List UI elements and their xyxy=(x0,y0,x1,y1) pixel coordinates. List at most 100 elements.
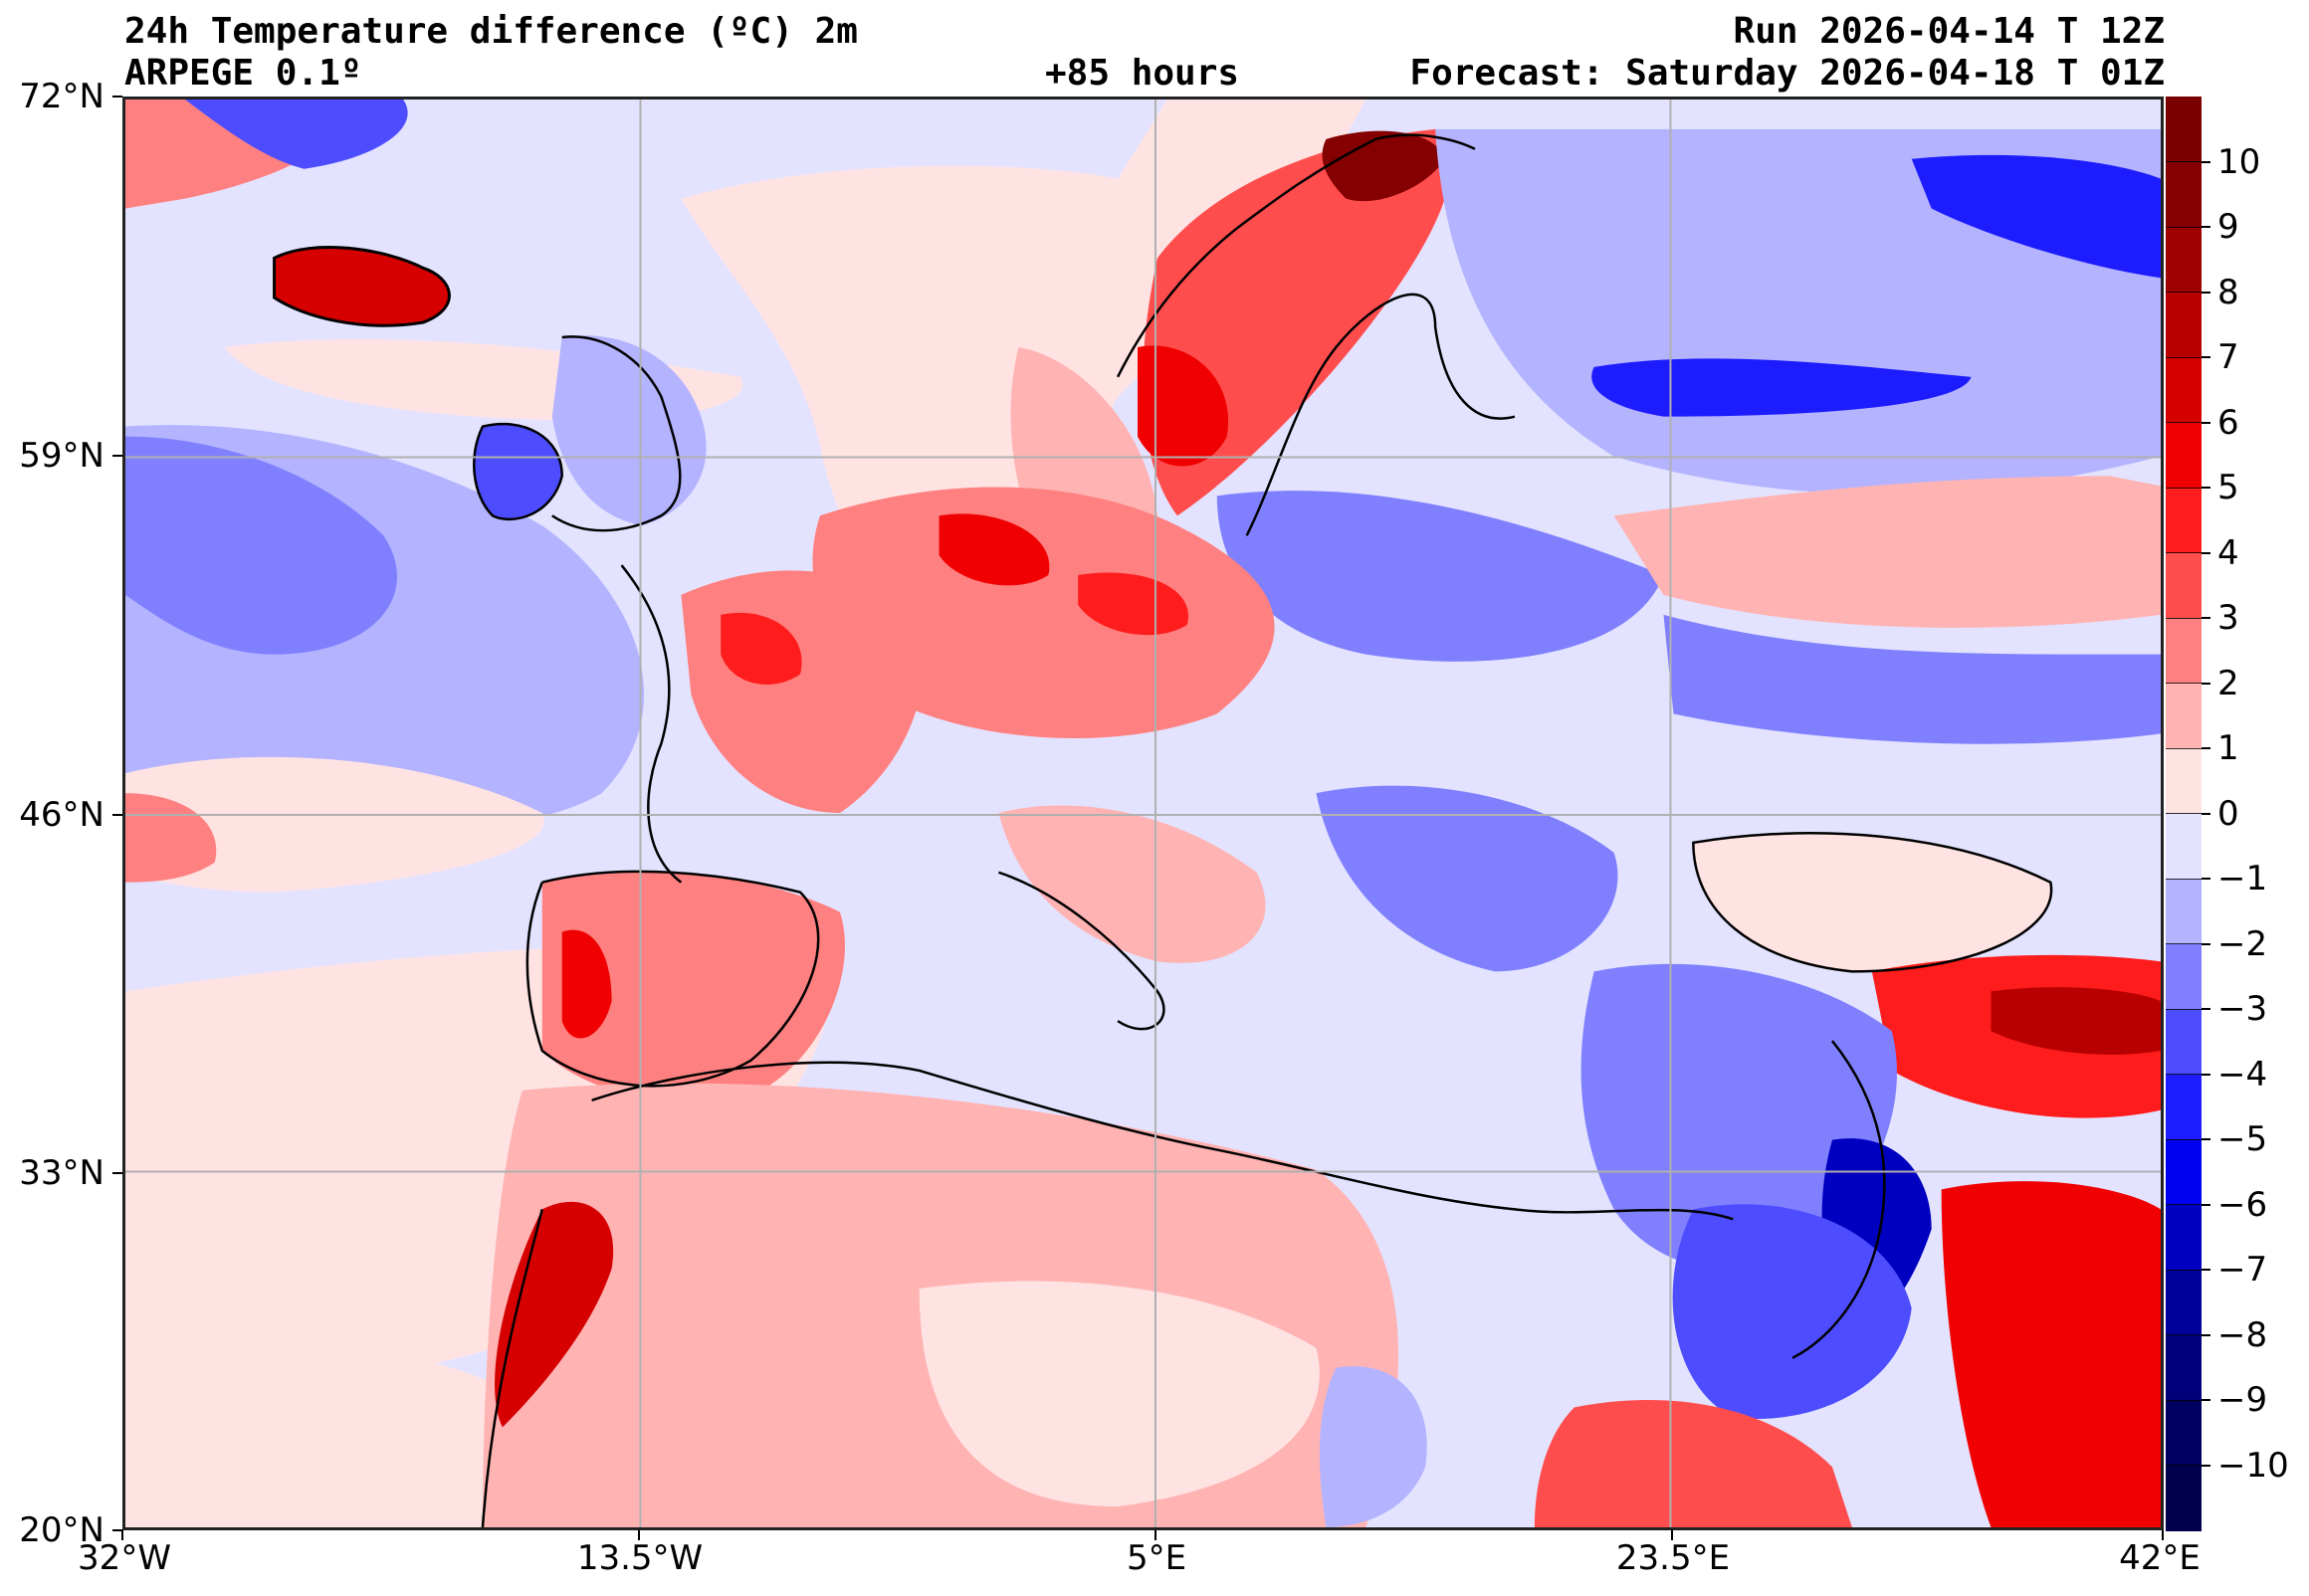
colorbar-segment xyxy=(2166,683,2202,749)
colorbar-tick xyxy=(2202,421,2210,424)
colorbar-tick-label: 7 xyxy=(2217,337,2239,377)
lon-label: 5°E xyxy=(1126,1538,1187,1578)
colorbar-level-line xyxy=(2166,161,2202,162)
colorbar xyxy=(2166,97,2202,1531)
field-region-black-sea xyxy=(1693,833,2052,972)
colorbar-level-line xyxy=(2166,683,2202,684)
coastline-black-sea xyxy=(1692,832,2053,973)
colorbar-tick-label: −3 xyxy=(2217,989,2268,1029)
colorbar-tick-label: −8 xyxy=(2217,1314,2268,1355)
colorbar-segment xyxy=(2166,813,2202,880)
colorbar-tick-label: 1 xyxy=(2217,728,2239,768)
coastline-ireland xyxy=(473,422,563,520)
field-region-gulf-finland-cold xyxy=(1591,358,1972,417)
field-region-iceland-warm xyxy=(273,245,451,327)
field-region-uk-cold xyxy=(551,335,707,526)
colorbar-tick-label: 0 xyxy=(2217,793,2239,834)
colorbar-tick-label: 8 xyxy=(2217,272,2239,312)
colorbar-segment xyxy=(2166,161,2202,228)
colorbar-tick xyxy=(2202,942,2210,945)
field-region-egypt-cold xyxy=(1672,1204,1912,1419)
colorbar-level-line xyxy=(2166,292,2202,293)
colorbar-level-line xyxy=(2166,422,2202,423)
field-region-italy-warm xyxy=(998,805,1266,963)
chart-title: 24h Temperature difference (ºC) 2m xyxy=(124,11,858,52)
coastline-italy xyxy=(998,871,1165,1031)
lon-label: 42°E xyxy=(2119,1538,2201,1578)
coastline-britain xyxy=(551,335,682,532)
colorbar-tick xyxy=(2202,1203,2210,1206)
field-region-sahara-light xyxy=(919,1281,1320,1507)
field-region-poland-cold xyxy=(1216,491,1664,662)
lead-time: +85 hours xyxy=(1045,53,1240,94)
colorbar-tick-label: 3 xyxy=(2217,598,2239,638)
field-region-libya-cold xyxy=(1319,1366,1427,1527)
colorbar-segment xyxy=(2166,1139,2202,1205)
field-region-balkans-cold xyxy=(1316,785,1618,972)
colorbar-tick xyxy=(2202,747,2210,749)
colorbar-tick xyxy=(2202,1399,2210,1401)
colorbar-segment xyxy=(2166,618,2202,684)
field-region-ukraine-cold xyxy=(1663,614,2161,744)
field-region-ukraine-warm xyxy=(1613,476,2161,628)
coastline-sweden-finland xyxy=(1245,293,1516,536)
lon-tick xyxy=(2162,1530,2164,1540)
colorbar-segment xyxy=(2166,1270,2202,1335)
field-region-anatolia-very-hot xyxy=(1991,987,2161,1055)
lon-label: 32°W xyxy=(78,1538,171,1578)
colorbar-tick-label: 9 xyxy=(2217,207,2239,247)
colorbar-tick xyxy=(2202,1269,2210,1271)
colorbar-tick xyxy=(2202,878,2210,880)
colorbar-level-line xyxy=(2166,813,2202,814)
coastline-levant xyxy=(1791,1040,1886,1359)
field-region-lapland-hot xyxy=(1322,130,1446,202)
forecast-time: Forecast: Saturday 2026-04-18 T 01Z xyxy=(1409,53,2165,94)
colorbar-segment xyxy=(2166,488,2202,553)
lat-tick xyxy=(112,455,122,457)
field-region-moroccan-coast-hot xyxy=(495,1201,614,1428)
lat-label: 72°N xyxy=(19,77,105,116)
lon-tick xyxy=(121,1530,123,1540)
colorbar-tick xyxy=(2202,1464,2210,1467)
colorbar-segment xyxy=(2166,292,2202,358)
lat-tick xyxy=(112,814,122,816)
colorbar-tick-label: 10 xyxy=(2217,141,2261,182)
field-region-arabia-hot xyxy=(1941,1181,2161,1527)
colorbar-tick-label: 2 xyxy=(2217,663,2239,703)
colorbar-level-line xyxy=(2166,878,2202,880)
colorbar-level-line xyxy=(2166,1399,2202,1401)
colorbar-level-line xyxy=(2166,747,2202,749)
field-region-west-atlantic-warm xyxy=(125,756,544,893)
colorbar-segment xyxy=(2166,748,2202,814)
colorbar-level-line xyxy=(2166,1008,2202,1010)
colorbar-segment xyxy=(2166,879,2202,944)
field-region-norway-hot xyxy=(1138,345,1229,467)
field-region-west-med xyxy=(859,893,1161,1061)
run-time: Run 2026-04-14 T 12Z xyxy=(1733,11,2165,52)
colorbar-tick-label: −5 xyxy=(2217,1119,2268,1159)
coastline-france-west xyxy=(620,564,683,884)
colorbar-level-line xyxy=(2166,1465,2202,1466)
field-region-ireland-cold xyxy=(474,424,562,519)
field-region-czech-hot xyxy=(1078,572,1188,636)
field-region-iberia-warm xyxy=(541,872,845,1103)
colorbar-segment xyxy=(2166,1334,2202,1401)
coastline-iberia xyxy=(525,870,820,1088)
colorbar-tick-label: 6 xyxy=(2217,402,2239,443)
field-region-sudan-warm xyxy=(1534,1400,1852,1527)
colorbar-tick-label: −10 xyxy=(2217,1445,2289,1486)
colorbar-segment xyxy=(2166,97,2202,162)
colorbar-level-line xyxy=(2166,1138,2202,1140)
colorbar-segment xyxy=(2166,1204,2202,1271)
colorbar-tick xyxy=(2202,1333,2210,1336)
colorbar-tick-label: −2 xyxy=(2217,923,2268,964)
lon-tick xyxy=(1671,1530,1673,1540)
colorbar-tick-label: −1 xyxy=(2217,859,2268,898)
colorbar-tick xyxy=(2202,682,2210,685)
lat-label: 33°N xyxy=(19,1153,105,1193)
field-region-atlantic-cold-core xyxy=(125,436,398,655)
colorbar-level-line xyxy=(2166,1334,2202,1335)
colorbar-level-line xyxy=(2166,552,2202,553)
colorbar-tick-label: −4 xyxy=(2217,1054,2268,1095)
lat-label: 59°N xyxy=(19,436,105,476)
